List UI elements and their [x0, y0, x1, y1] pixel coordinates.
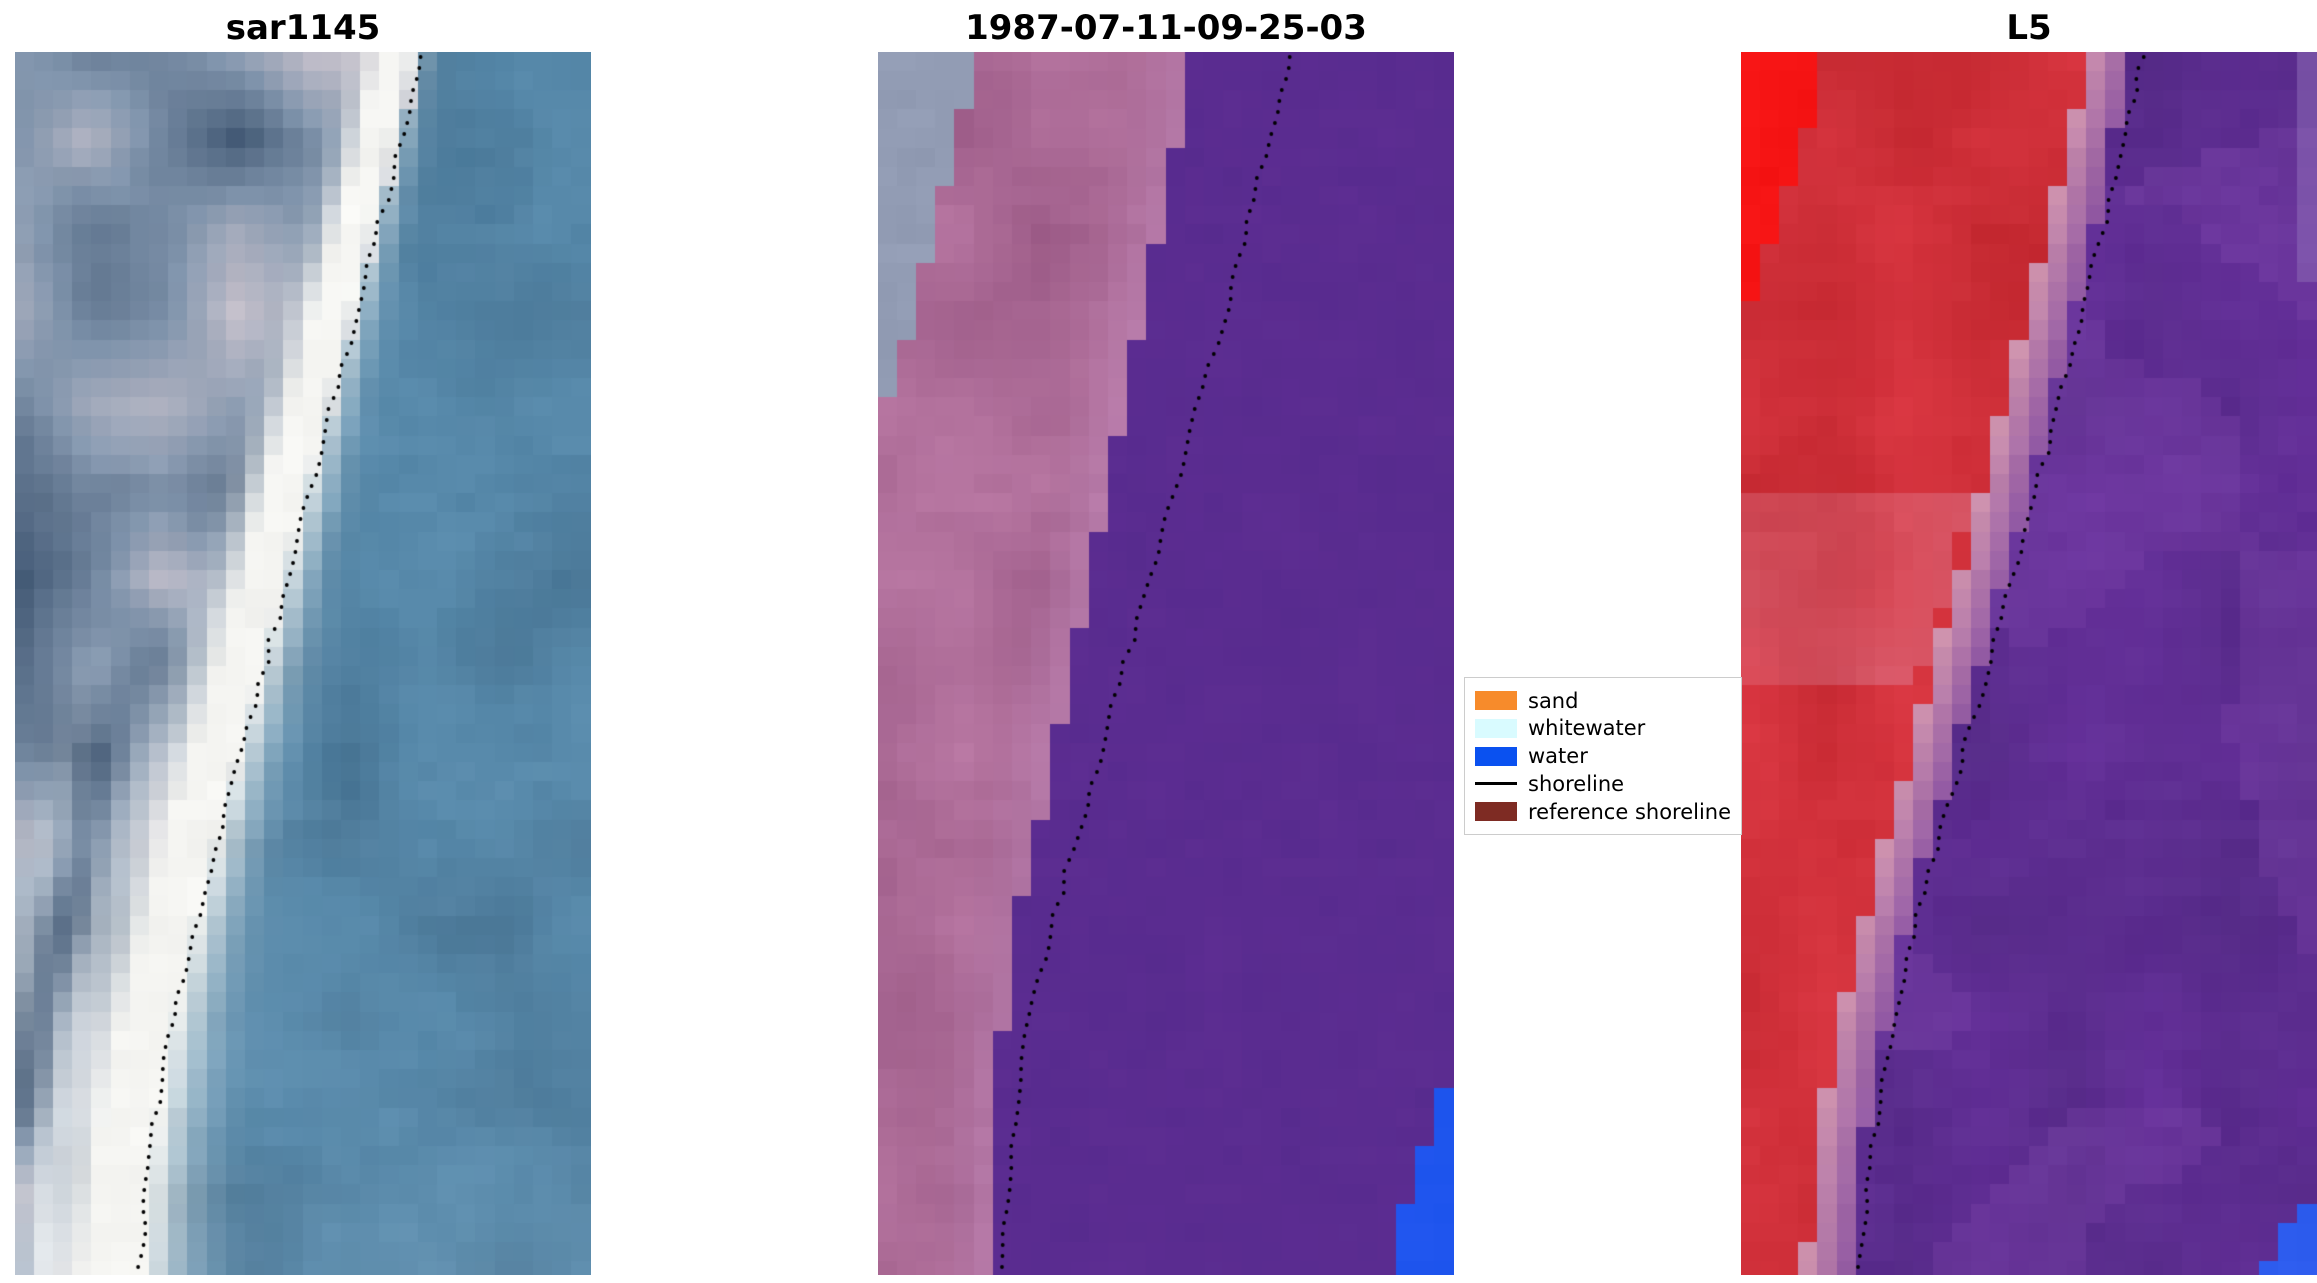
panel-l5: L5	[1741, 8, 2317, 1275]
whitewater-swatch	[1475, 718, 1517, 738]
legend-item-whitewater: whitewater	[1475, 715, 1731, 742]
legend-label-sand: sand	[1528, 688, 1579, 713]
l5-image-canvas	[1741, 52, 2317, 1275]
panel-title-l5: L5	[2006, 8, 2052, 48]
classified-image-canvas	[878, 52, 1454, 1275]
legend-label-shoreline: shoreline	[1528, 771, 1625, 796]
panel-title-sar: sar1145	[225, 8, 381, 48]
legend-label-water: water	[1528, 744, 1588, 768]
legend-label-whitewater: whitewater	[1528, 716, 1646, 741]
legend-item-reference-shoreline: reference shoreline	[1475, 798, 1731, 825]
sand-swatch	[1475, 691, 1517, 710]
legend: sand whitewater water shoreline referenc…	[1464, 677, 1742, 835]
legend-label-reference-shoreline: reference shoreline	[1528, 799, 1732, 824]
panel-title-date: 1987-07-11-09-25-03	[965, 8, 1367, 48]
water-swatch	[1475, 746, 1517, 766]
legend-item-shoreline: shoreline	[1475, 770, 1731, 797]
legend-item-sand: sand	[1475, 687, 1731, 714]
panel-sar: sar1145	[15, 8, 591, 1275]
legend-item-water: water	[1475, 743, 1731, 770]
panel-classified: 1987-07-11-09-25-03	[878, 8, 1454, 1275]
reference-shoreline-swatch	[1475, 802, 1517, 821]
sar-image-canvas	[15, 52, 591, 1275]
shoreline-line-swatch	[1475, 782, 1517, 786]
